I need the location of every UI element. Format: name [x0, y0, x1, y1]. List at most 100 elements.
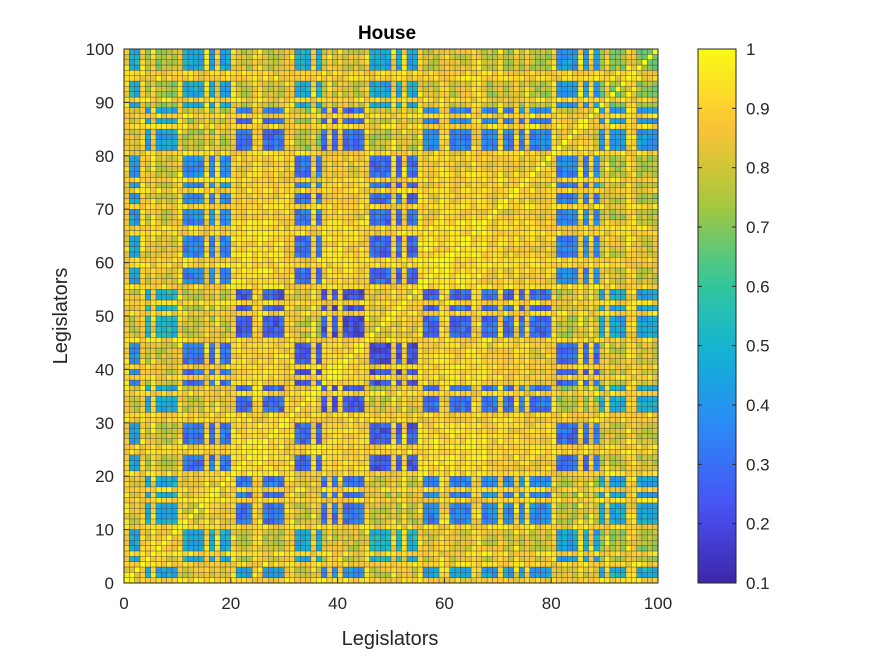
heatmap-cell	[470, 508, 477, 514]
heatmap-cell	[273, 390, 280, 397]
heatmap-cell	[476, 449, 482, 456]
heatmap-cell	[171, 326, 178, 333]
heatmap-cell	[171, 369, 178, 375]
heatmap-cell	[268, 331, 274, 338]
heatmap-cell	[508, 454, 514, 461]
heatmap-cell	[203, 406, 210, 413]
heatmap-cell	[230, 524, 237, 530]
heatmap-cell	[166, 481, 173, 488]
heatmap-cell	[529, 566, 536, 573]
heatmap-cell	[481, 513, 488, 520]
heatmap-cell	[246, 385, 253, 391]
heatmap-cell	[177, 353, 183, 359]
heatmap-cell	[235, 481, 242, 488]
heatmap-cell	[513, 363, 520, 370]
heatmap-cell	[278, 353, 285, 359]
heatmap-cell	[572, 438, 579, 445]
heatmap-cell	[454, 395, 461, 402]
heatmap-cell	[284, 401, 290, 407]
heatmap-cell	[545, 411, 552, 418]
heatmap-cell	[647, 481, 653, 488]
heatmap-cell	[198, 513, 205, 520]
heatmap-cell	[572, 492, 579, 498]
heatmap-cell	[198, 374, 205, 381]
heatmap-cell	[454, 321, 461, 327]
heatmap-cell	[284, 513, 290, 520]
heatmap-cell	[278, 508, 285, 514]
heatmap-cell	[161, 406, 167, 413]
heatmap-cell	[486, 417, 493, 423]
heatmap-cell	[385, 353, 392, 359]
heatmap-cell	[129, 465, 135, 472]
heatmap-cell	[620, 550, 627, 557]
heatmap-cell	[187, 545, 194, 552]
heatmap-cell	[203, 363, 210, 370]
heatmap-cell	[145, 577, 151, 584]
heatmap-cell	[567, 395, 573, 402]
heatmap-cell	[380, 524, 386, 530]
heatmap-cell	[583, 550, 589, 557]
heatmap-cell	[326, 561, 333, 568]
heatmap-cell	[182, 534, 189, 541]
heatmap-cell	[182, 438, 189, 445]
heatmap-cell	[241, 566, 247, 573]
heatmap-cell	[647, 321, 653, 327]
heatmap-cell	[481, 443, 488, 450]
heatmap-cell	[380, 427, 386, 434]
heatmap-cell	[246, 454, 253, 461]
heatmap-cell	[369, 433, 376, 439]
heatmap-cell	[385, 524, 392, 530]
heatmap-cell	[508, 411, 514, 418]
heatmap-cell	[599, 566, 605, 573]
heatmap-cell	[246, 449, 253, 456]
heatmap-cell	[422, 481, 429, 488]
heatmap-cell	[454, 406, 461, 413]
heatmap-cell	[529, 577, 536, 584]
heatmap-cell	[502, 443, 509, 450]
heatmap-cell	[230, 449, 237, 456]
heatmap-cell	[187, 502, 194, 509]
heatmap-cell	[246, 513, 253, 520]
heatmap-cell	[636, 561, 643, 568]
heatmap-cell	[492, 433, 498, 439]
heatmap-cell	[219, 331, 226, 338]
heatmap-cell	[257, 550, 264, 557]
heatmap-cell	[422, 395, 429, 402]
heatmap-cell	[225, 454, 231, 461]
heatmap-cell	[225, 513, 231, 520]
heatmap-cell	[577, 406, 584, 413]
heatmap-cell	[353, 427, 360, 434]
heatmap-cell	[305, 561, 312, 568]
heatmap-cell	[412, 331, 418, 338]
heatmap-cell	[358, 449, 365, 456]
heatmap-cell	[433, 433, 440, 439]
heatmap-cell	[257, 406, 264, 413]
heatmap-cell	[145, 427, 151, 434]
heatmap-cell	[246, 577, 253, 584]
heatmap-cell	[449, 556, 456, 562]
heatmap-cell	[161, 470, 167, 477]
heatmap-cell	[465, 556, 472, 562]
heatmap-cell	[155, 411, 162, 418]
heatmap-cell	[246, 337, 253, 343]
heatmap-cell	[625, 513, 632, 520]
heatmap-cell	[380, 566, 386, 573]
heatmap-cell	[433, 460, 440, 466]
heatmap-cell	[599, 524, 605, 530]
heatmap-cell	[615, 379, 621, 386]
heatmap-cell	[567, 540, 573, 546]
heatmap-cell	[268, 411, 274, 418]
heatmap-cell	[567, 470, 573, 477]
heatmap-cell	[604, 337, 611, 343]
heatmap-cell	[465, 379, 472, 386]
heatmap-cell	[332, 561, 338, 568]
heatmap-cell	[567, 497, 573, 504]
heatmap-cell	[139, 321, 146, 327]
heatmap-cell	[219, 374, 226, 381]
heatmap-cell	[134, 470, 141, 477]
heatmap-cell	[316, 326, 322, 333]
heatmap-cell	[486, 524, 493, 530]
heatmap-cell	[572, 353, 579, 359]
heatmap-cell	[139, 497, 146, 504]
heatmap-cell	[129, 390, 135, 397]
